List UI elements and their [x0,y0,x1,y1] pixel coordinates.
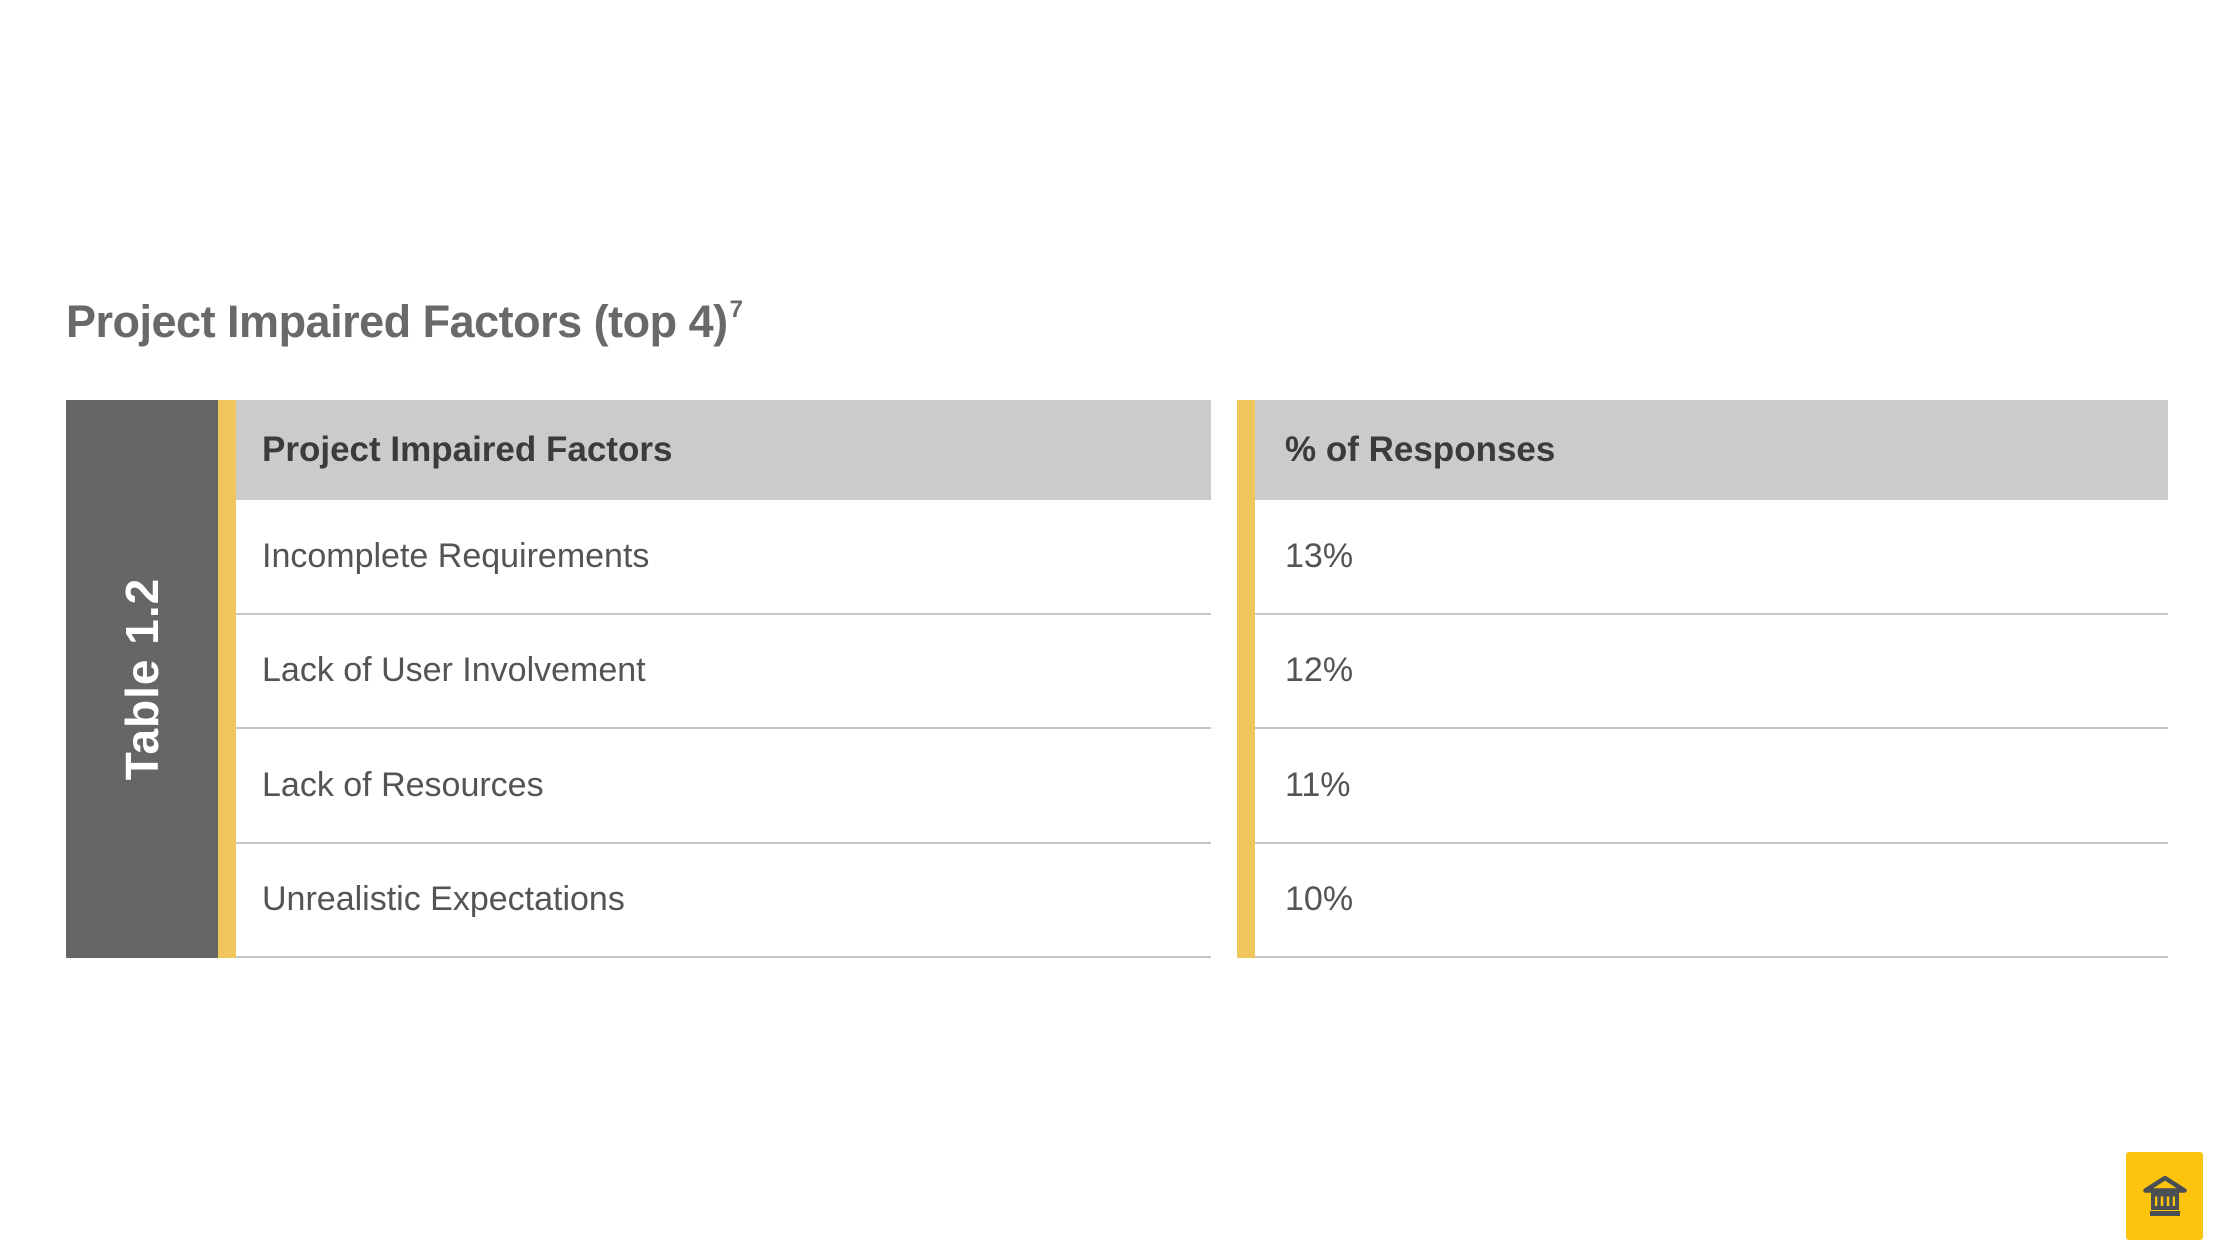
percentage-cell: 11% [1255,729,2168,844]
percentage-cell: 13% [1255,500,2168,615]
table-side-label-text: Table 1.2 [116,577,168,781]
page-title: Project Impaired Factors (top 4)7 [66,296,743,347]
page-title-text: Project Impaired Factors (top 4) [66,296,728,347]
bank-icon [2141,1173,2189,1219]
factor-cell: Lack of User Involvement [236,614,1211,729]
accent-stripe-left [218,400,236,958]
factor-cell: Unrealistic Expectations [236,843,1211,958]
percentage-cell: 10% [1255,843,2168,958]
factors-column: Project Impaired Factors Incomplete Requ… [236,400,1211,958]
responses-column-header: % of Responses [1255,400,2168,500]
column-gap [1211,400,1237,958]
percentage-cell: 12% [1255,614,2168,729]
bank-button[interactable] [2126,1152,2203,1240]
data-table: Table 1.2 Project Impaired Factors Incom… [66,400,2168,958]
factor-cell: Incomplete Requirements [236,500,1211,615]
factor-cell: Lack of Resources [236,729,1211,844]
responses-column: % of Responses 13% 12% 11% 10% [1255,400,2168,958]
accent-stripe-right [1237,400,1255,958]
factors-column-header: Project Impaired Factors [236,400,1211,500]
title-footnote-superscript: 7 [729,296,743,323]
table-side-label: Table 1.2 [66,400,218,958]
